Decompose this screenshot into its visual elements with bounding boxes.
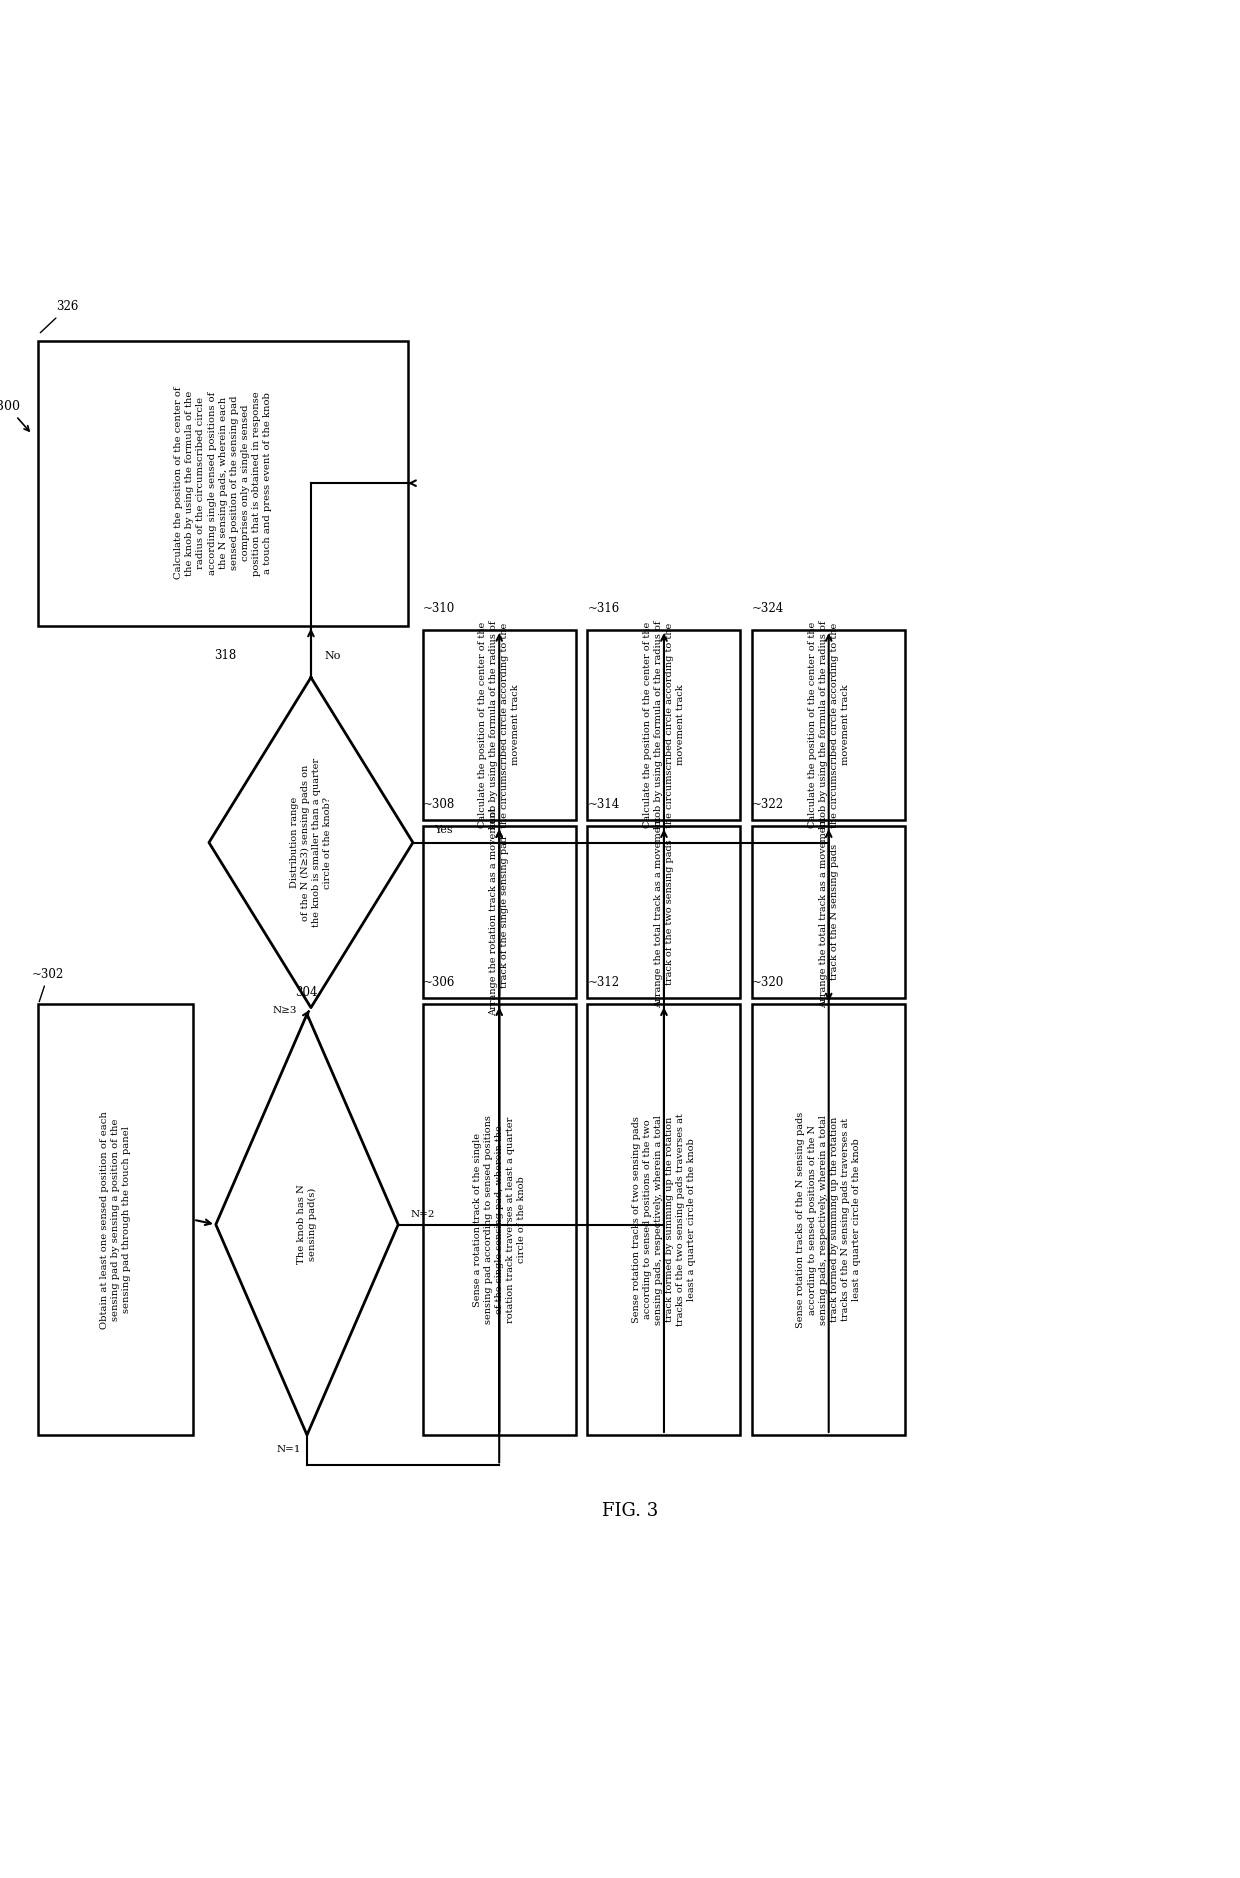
- Bar: [588, 1005, 740, 1435]
- Text: ~324: ~324: [753, 601, 785, 614]
- Bar: [38, 340, 408, 625]
- Text: Sense rotation tracks of the N sensing pads
according to sensed positions of the: Sense rotation tracks of the N sensing p…: [796, 1112, 861, 1328]
- Bar: [423, 826, 575, 997]
- Text: N=2: N=2: [410, 1209, 435, 1219]
- Text: ~306: ~306: [423, 977, 455, 990]
- Text: 300: 300: [0, 400, 30, 432]
- Bar: [588, 826, 740, 997]
- Text: FIG. 3: FIG. 3: [603, 1502, 658, 1519]
- Bar: [753, 631, 905, 821]
- Bar: [588, 631, 740, 821]
- Text: N≥3: N≥3: [273, 1007, 298, 1016]
- Text: N=1: N=1: [277, 1444, 301, 1454]
- Text: Yes: Yes: [434, 824, 453, 836]
- Text: Obtain at least one sensed position of each
sensing pad by sensing a position of: Obtain at least one sensed position of e…: [100, 1110, 131, 1328]
- Polygon shape: [210, 678, 413, 1008]
- Text: ~310: ~310: [423, 601, 455, 614]
- Text: ~302: ~302: [32, 967, 64, 1001]
- Text: Sense a rotation track of the single
sensing pad according to sensed positions
o: Sense a rotation track of the single sen…: [472, 1116, 526, 1324]
- Text: ~316: ~316: [588, 601, 620, 614]
- Text: The knob has N
sensing pad(s): The knob has N sensing pad(s): [296, 1185, 317, 1264]
- Bar: [423, 1005, 575, 1435]
- Bar: [753, 826, 905, 997]
- Bar: [38, 1005, 193, 1435]
- Text: Arrange the rotation track as a movement
track of the single sensing pad: Arrange the rotation track as a movement…: [489, 808, 510, 1016]
- Text: Calculate the position of the center of the
knob by using the formula of the rad: Calculate the position of the center of …: [642, 622, 686, 830]
- Bar: [753, 1005, 905, 1435]
- Text: Arrange the total track as a movement
track of the N sensing pads: Arrange the total track as a movement tr…: [818, 817, 838, 1008]
- Text: 304: 304: [295, 986, 317, 999]
- Text: Calculate the position of the center of
the knob by using the formula of the
rad: Calculate the position of the center of …: [175, 387, 272, 580]
- Text: ~308: ~308: [423, 798, 455, 811]
- Text: Calculate the position of the center of the
knob by using the formula of the rad: Calculate the position of the center of …: [807, 622, 849, 830]
- Text: Arrange the total track as a movement
track of the two sensing pads: Arrange the total track as a movement tr…: [653, 817, 675, 1008]
- Text: ~322: ~322: [753, 798, 785, 811]
- Polygon shape: [216, 1014, 398, 1435]
- Text: No: No: [325, 650, 341, 661]
- Text: 326: 326: [41, 300, 79, 332]
- Bar: [423, 631, 575, 821]
- Text: ~314: ~314: [588, 798, 620, 811]
- Text: 318: 318: [213, 650, 236, 663]
- Text: Calculate the position of the center of the
knob by using the formula of the rad: Calculate the position of the center of …: [479, 622, 521, 830]
- Text: ~312: ~312: [588, 977, 620, 990]
- Text: Sense rotation tracks of two sensing pads
according to sensed positions of the t: Sense rotation tracks of two sensing pad…: [631, 1114, 696, 1326]
- Text: ~320: ~320: [753, 977, 785, 990]
- Text: Distribution range
of the N (N≥3) sensing pads on
the knob is smaller than a qua: Distribution range of the N (N≥3) sensin…: [290, 759, 332, 928]
